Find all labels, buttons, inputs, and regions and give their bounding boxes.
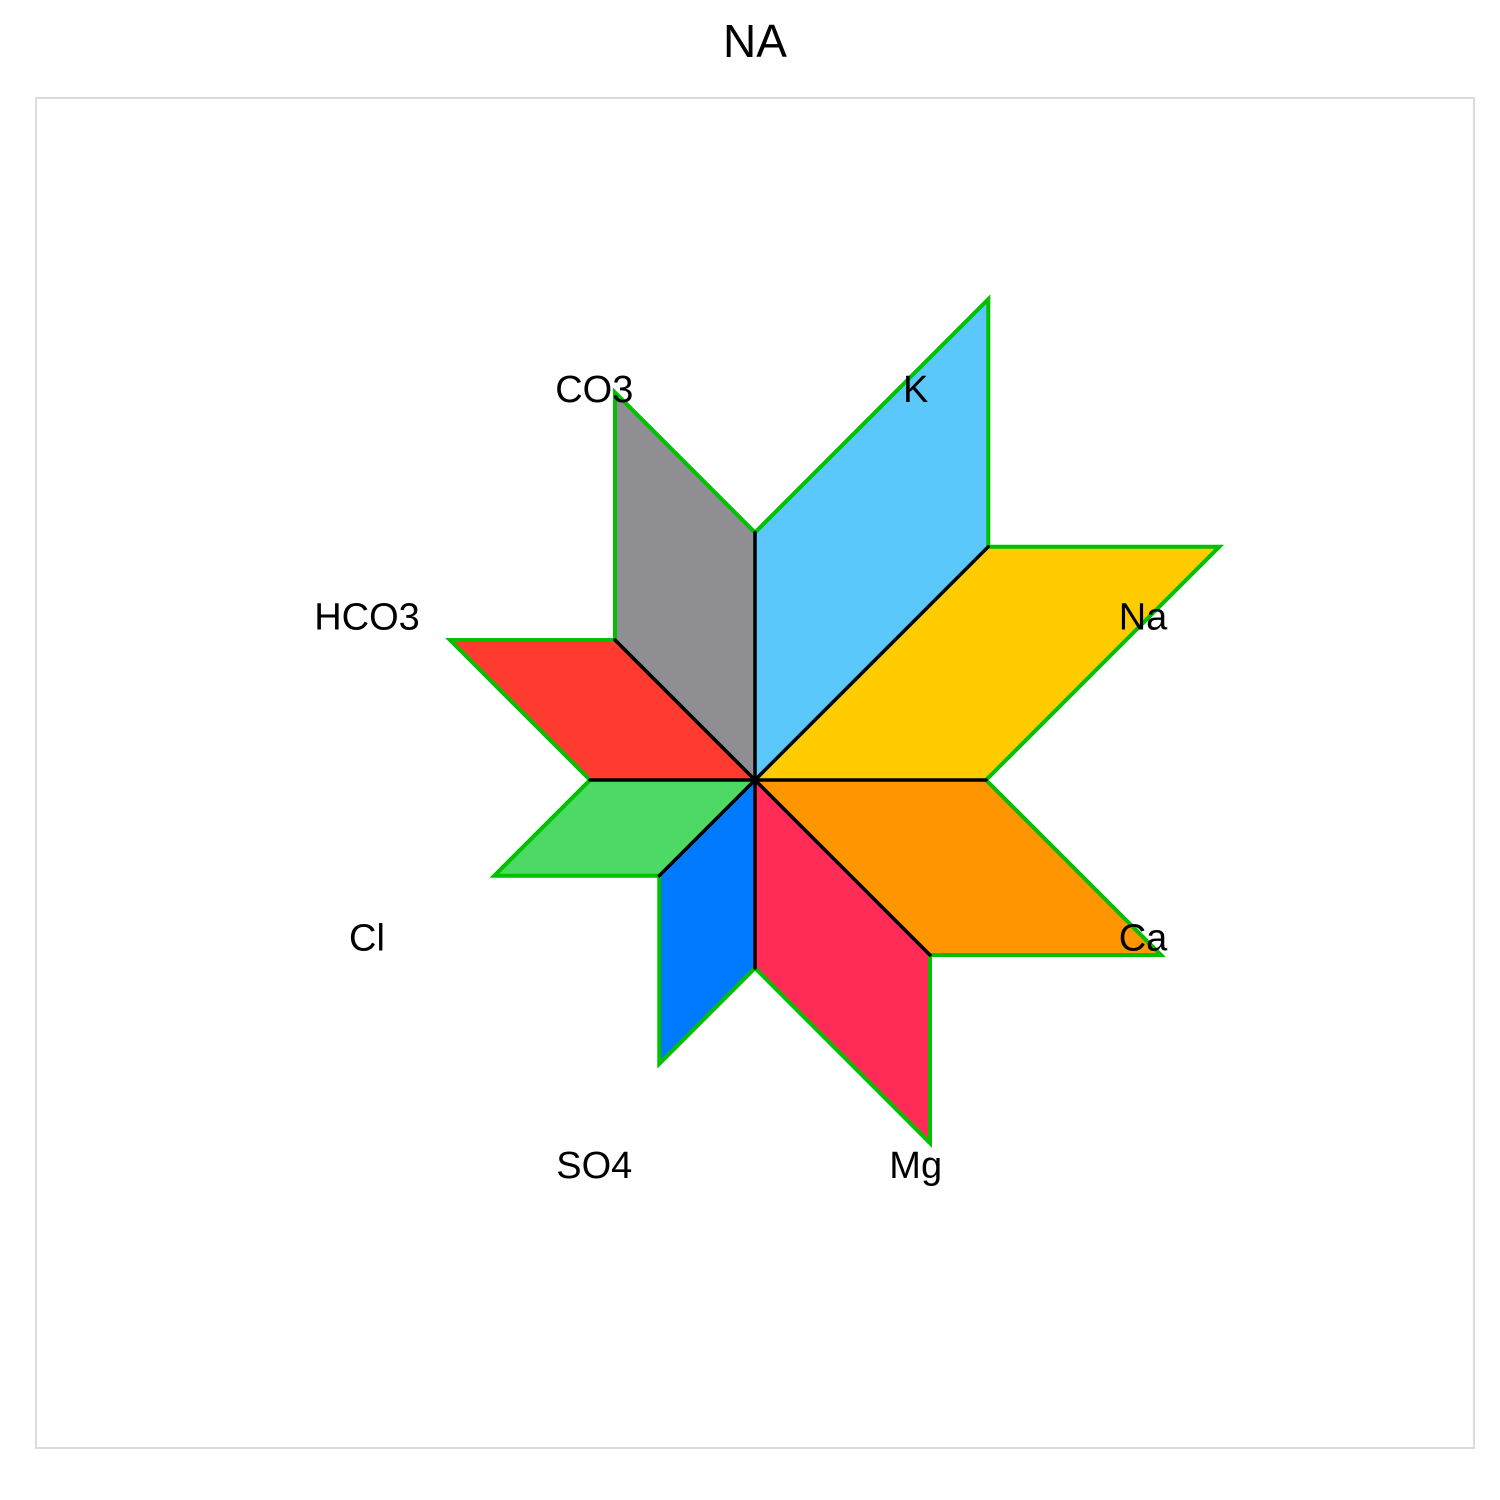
- axis-label-na: Na: [1119, 596, 1168, 638]
- sector-ca: [755, 780, 1161, 955]
- axis-label-hco3: HCO3: [314, 596, 420, 638]
- axis-label-cl: Cl: [349, 918, 385, 960]
- spoke-co3: [613, 638, 757, 782]
- axis-label-co3: CO3: [555, 369, 633, 411]
- spoke-na: [753, 544, 991, 782]
- plot-frame: [35, 97, 1475, 1449]
- spoke-cl: [657, 778, 757, 878]
- sectors-layer: [445, 294, 1225, 1148]
- spokes-layer: [588, 530, 991, 970]
- sector-na: [755, 546, 1220, 780]
- sector-so4: [659, 780, 755, 1064]
- sector-hco3: [450, 640, 755, 780]
- axis-label-k: K: [903, 369, 928, 411]
- spoke-mg: [753, 778, 932, 957]
- axis-label-so4: SO4: [556, 1145, 632, 1187]
- chart-title: NA: [723, 15, 787, 67]
- sector-cl: [494, 780, 755, 876]
- axis-label-mg: Mg: [889, 1145, 942, 1187]
- axis-label-ca: Ca: [1119, 918, 1168, 960]
- sector-k: [755, 299, 989, 780]
- sector-co3: [615, 392, 755, 780]
- sector-mg: [755, 780, 930, 1144]
- labels-layer: K Na Ca Mg SO4 Cl HCO3 CO3: [314, 369, 1168, 1187]
